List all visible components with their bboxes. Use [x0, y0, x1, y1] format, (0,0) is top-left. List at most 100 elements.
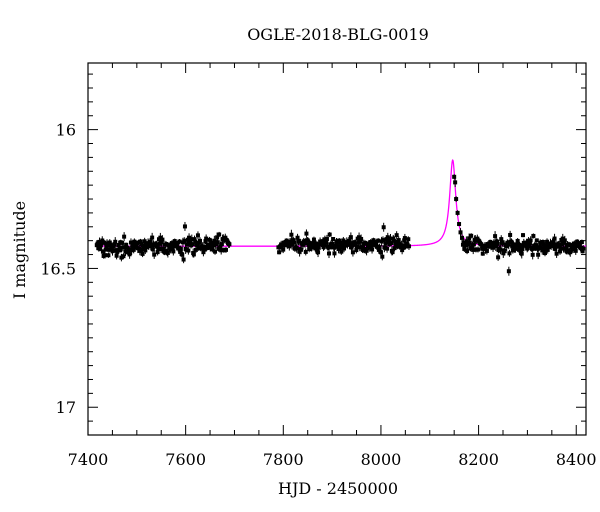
data-point	[342, 246, 347, 251]
data-point	[158, 235, 163, 240]
x-tick-label: 8000	[361, 450, 402, 469]
data-point	[560, 236, 565, 241]
data-point	[566, 242, 571, 247]
data-point	[296, 238, 301, 243]
data-point	[483, 246, 488, 251]
data-point	[572, 241, 577, 246]
data-point	[403, 244, 408, 249]
data-point	[291, 238, 296, 243]
data-point	[392, 246, 397, 251]
data-point	[402, 236, 407, 241]
data-point	[212, 238, 217, 243]
data-point	[343, 243, 348, 248]
x-axis-ticks	[87, 63, 577, 435]
x-axis-label: HJD - 2450000	[278, 479, 398, 498]
data-point	[561, 246, 566, 251]
data-point	[406, 244, 411, 249]
data-point	[525, 246, 530, 251]
data-point	[356, 240, 361, 245]
data-point	[378, 250, 383, 255]
data-point	[117, 246, 122, 251]
data-point	[122, 234, 127, 239]
data-point	[508, 232, 513, 237]
data-point	[326, 245, 331, 250]
data-point	[524, 240, 529, 245]
data-point	[304, 231, 309, 236]
data-point	[396, 238, 401, 243]
data-point	[298, 247, 303, 252]
data-point	[181, 257, 186, 262]
y-tick-label: 16	[56, 121, 76, 140]
data-point	[119, 255, 124, 260]
data-point	[577, 242, 582, 247]
y-axis-tick-labels: 16 16.5 17	[40, 121, 76, 418]
data-point	[182, 224, 187, 229]
data-point	[336, 247, 341, 252]
data-point	[519, 251, 524, 256]
x-tick-label: 7800	[263, 450, 304, 469]
data-point	[380, 254, 385, 259]
data-point	[545, 247, 550, 252]
data-point	[530, 252, 535, 257]
data-point	[118, 248, 123, 253]
data-point	[391, 238, 396, 243]
data-point	[122, 245, 127, 250]
data-point	[322, 243, 327, 248]
data-point	[330, 241, 335, 246]
data-point	[292, 240, 297, 245]
data-point	[368, 240, 373, 245]
data-point	[484, 248, 489, 253]
data-point	[127, 252, 132, 257]
data-point	[148, 239, 153, 244]
data-point	[357, 235, 362, 240]
data-point	[180, 252, 185, 257]
data-point	[502, 249, 507, 254]
data-point	[375, 244, 380, 249]
data-point-highlight	[458, 230, 463, 235]
data-point	[473, 247, 478, 252]
data-point	[340, 242, 345, 247]
data-point	[380, 238, 385, 243]
data-point	[142, 239, 147, 244]
data-point	[371, 238, 376, 243]
data-point	[554, 251, 559, 256]
data-point	[196, 246, 201, 251]
data-point	[470, 244, 475, 249]
data-point	[355, 244, 360, 249]
data-point	[314, 241, 319, 246]
data-point	[314, 243, 319, 248]
data-point	[306, 242, 311, 247]
data-point	[359, 245, 364, 250]
data-point	[116, 243, 121, 248]
data-point	[172, 244, 177, 249]
data-point	[164, 242, 169, 247]
data-point	[141, 243, 146, 248]
data-point	[204, 236, 209, 241]
data-point	[370, 242, 375, 247]
data-point	[161, 246, 166, 251]
data-point	[294, 246, 299, 251]
data-point	[132, 239, 137, 244]
data-point	[198, 238, 203, 243]
data-point	[571, 244, 576, 249]
data-point	[562, 238, 567, 243]
data-point	[217, 232, 222, 237]
data-point	[527, 241, 532, 246]
data-point	[221, 248, 226, 253]
data-point	[523, 243, 528, 248]
data-point	[327, 232, 332, 237]
data-point	[551, 242, 556, 247]
data-point-highlight	[452, 174, 457, 179]
data-point	[139, 247, 144, 252]
data-point	[492, 241, 497, 246]
y-tick-label: 17	[56, 398, 76, 417]
data-point	[363, 240, 368, 245]
data-point	[493, 244, 498, 249]
data-point	[575, 239, 580, 244]
data-point	[303, 241, 308, 246]
observation-points-layer	[94, 174, 586, 276]
data-point	[402, 238, 407, 243]
data-point	[491, 245, 496, 250]
data-point	[558, 246, 563, 251]
data-point	[471, 247, 476, 252]
